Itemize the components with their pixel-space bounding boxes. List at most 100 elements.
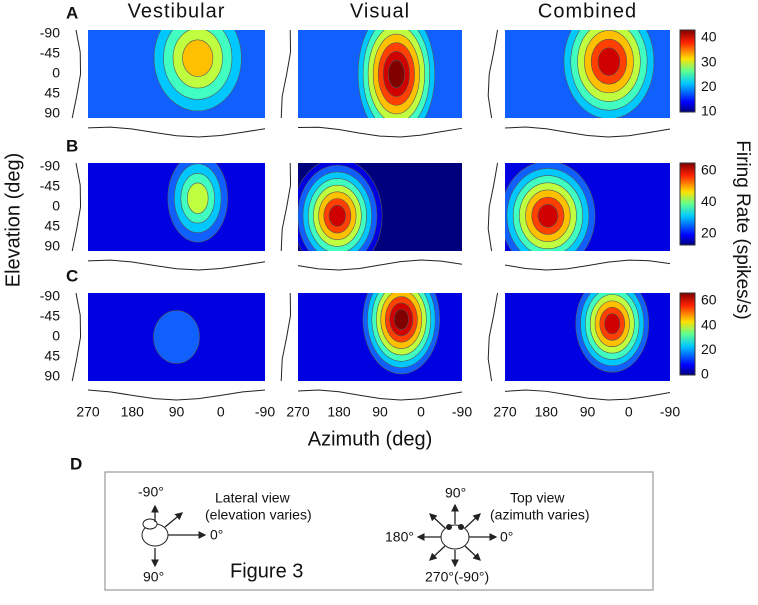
panel-label: A (66, 3, 78, 22)
legend-text: (elevation varies) (205, 507, 312, 523)
elevation-tick: 0 (52, 65, 60, 81)
elevation-tick: 90 (44, 238, 60, 254)
legend-text: 0° (210, 527, 223, 543)
contour (388, 59, 405, 89)
azimuth-tick: 270 (493, 404, 517, 420)
contour (328, 204, 346, 227)
legend-text: Top view (510, 490, 565, 506)
contour (393, 308, 409, 330)
elevation-tick: 45 (44, 348, 60, 364)
elevation-tick: 90 (44, 105, 60, 121)
colorbar-tick: 40 (701, 29, 717, 45)
legend-text: 90° (445, 485, 466, 501)
contour (604, 313, 621, 335)
elevation-tick: 0 (52, 328, 60, 344)
colorbar (679, 29, 696, 113)
colorbar-tick: 20 (701, 78, 717, 94)
contour (597, 47, 621, 76)
tuning-curve (87, 126, 266, 138)
azimuth-tick: 180 (121, 404, 145, 420)
arrow (429, 545, 446, 561)
elevation-tick: -45 (40, 178, 60, 194)
heatmap (505, 30, 670, 118)
heatmap (88, 163, 265, 251)
tuning-curve (280, 162, 292, 252)
azimuth-tick: 90 (169, 404, 185, 420)
elevation-tick: 0 (52, 198, 60, 214)
colorbar-tick: 30 (701, 53, 717, 69)
figure-caption: Figure 3 (230, 560, 303, 582)
tuning-curve (280, 292, 292, 382)
colorbar-tick: 10 (701, 103, 717, 119)
column-title: Vestibular (128, 0, 226, 22)
elevation-tick: -90 (40, 288, 60, 304)
panel-label: C (66, 266, 78, 285)
elevation-tick: 45 (44, 218, 60, 234)
colorbar-tick: 0 (701, 366, 709, 382)
heatmap (88, 293, 265, 381)
azimuth-tick: -90 (452, 404, 472, 420)
azimuth-tick: 0 (217, 404, 225, 420)
colorbar (679, 162, 696, 246)
elevation-tick: 90 (44, 368, 60, 384)
legend-text: 0° (500, 529, 513, 545)
colorbar-tick: 20 (701, 341, 717, 357)
heatmap (298, 30, 462, 118)
arrow (164, 512, 184, 528)
elevation-tick: -45 (40, 45, 60, 61)
colorbar-tick: 40 (701, 316, 717, 332)
arrow (429, 513, 446, 529)
tuning-curve (71, 29, 82, 119)
azimuth-tick: 270 (286, 404, 310, 420)
arrow (464, 545, 481, 561)
legend-text: 180° (385, 529, 414, 545)
heatmap (505, 163, 670, 251)
tuning-curve (297, 389, 463, 401)
column-title: Combined (538, 0, 637, 22)
elevation-tick: -90 (40, 158, 60, 174)
tuning-curve (487, 292, 499, 382)
elevation-tick: -45 (40, 308, 60, 324)
azimuth-tick: 90 (580, 404, 596, 420)
tuning-curve (297, 259, 463, 271)
tuning-curve (487, 29, 499, 119)
y-axis-label: Elevation (deg) (2, 153, 24, 288)
contour (182, 39, 214, 77)
colorbar-tick: 20 (701, 225, 717, 241)
tuning-curve (87, 389, 266, 401)
heatmap (505, 293, 670, 381)
tuning-curve (87, 259, 266, 271)
eye (446, 524, 452, 530)
legend-box (104, 471, 654, 591)
x-axis-label: Azimuth (deg) (308, 428, 433, 450)
colorbar-tick: 60 (701, 162, 717, 178)
colorbar-tick: 40 (701, 193, 717, 209)
tuning-curve (280, 29, 292, 119)
azimuth-tick: 270 (76, 404, 100, 420)
head-icon (440, 524, 470, 550)
colorbar-tick: 60 (701, 292, 717, 308)
panel-label: B (66, 136, 78, 155)
column-title: Visual (350, 0, 410, 22)
tuning-curve (297, 126, 463, 138)
colorbar-label: Firing Rate (spikes/s) (732, 140, 753, 320)
heatmap (298, 293, 462, 381)
eye (458, 524, 464, 530)
legend-text: 90° (143, 569, 164, 585)
elevation-tick: 45 (44, 85, 60, 101)
azimuth-tick: -90 (660, 404, 680, 420)
head-icon (142, 518, 158, 530)
arrow (464, 513, 481, 529)
legend-text: Lateral view (215, 490, 291, 506)
contour (153, 310, 200, 364)
tuning-curve (71, 292, 82, 382)
tuning-curve (71, 162, 82, 252)
contour (187, 182, 209, 214)
azimuth-tick: 90 (372, 404, 388, 420)
azimuth-tick: 0 (625, 404, 633, 420)
legend-text: 270°(-90°) (425, 569, 489, 585)
panel-label: D (70, 454, 82, 473)
azimuth-tick: 180 (535, 404, 559, 420)
azimuth-tick: 180 (327, 404, 351, 420)
